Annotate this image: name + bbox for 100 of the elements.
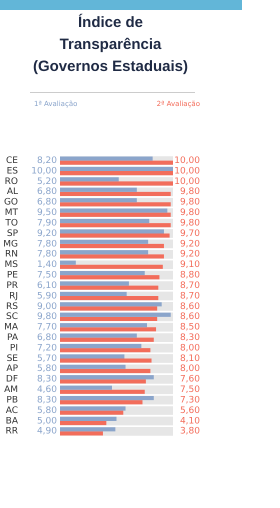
bar (60, 379, 146, 384)
bar (60, 400, 142, 404)
data-label: 7,80 (36, 250, 58, 260)
data-label: 8,00 (180, 364, 200, 374)
bar (60, 431, 103, 436)
data-label: 8,70 (180, 280, 200, 291)
bar (60, 364, 126, 369)
bar (60, 420, 106, 426)
data-label: 10,00 (31, 166, 58, 176)
data-label: 8,60 (180, 312, 200, 322)
data-label: 9,10 (180, 260, 200, 270)
data-label: 6,80 (36, 187, 58, 198)
data-label: 10,00 (174, 176, 200, 187)
data-label: 9,80 (180, 187, 200, 198)
data-label: 6,10 (36, 280, 58, 291)
data-label: 9,70 (180, 228, 200, 239)
y-tick-label: RJ (9, 291, 18, 302)
data-label: 5,80 (36, 364, 58, 374)
y-tick-label: RN (5, 250, 18, 260)
bar (60, 271, 145, 276)
data-label: 4,90 (36, 426, 58, 437)
y-tick-label: AP (6, 364, 19, 374)
y-tick-label: RS (6, 302, 18, 312)
data-label: 8,10 (180, 354, 200, 364)
bar (60, 390, 145, 394)
data-label: 5,00 (36, 416, 58, 426)
data-label: 5,60 (180, 406, 200, 416)
data-label: 7,80 (36, 239, 58, 250)
y-tick-label: ES (6, 166, 18, 176)
data-label: 8,50 (180, 322, 200, 333)
data-label: 9,80 (36, 312, 58, 322)
bar (60, 281, 129, 286)
data-label: 7,60 (180, 374, 200, 385)
bar (60, 260, 76, 265)
data-label: 7,20 (36, 343, 58, 354)
data-label: 9,50 (36, 208, 58, 218)
data-label: 8,60 (180, 302, 200, 312)
y-tick-label: GO (4, 198, 18, 208)
data-label: 1,40 (36, 260, 58, 270)
y-tick-label: PA (6, 333, 19, 344)
bar (60, 292, 127, 296)
data-label: 5,90 (36, 291, 58, 302)
data-label: 9,00 (36, 302, 58, 312)
y-tick-label: MG (3, 239, 18, 250)
data-label: 6,80 (36, 198, 58, 208)
y-tick-label: DF (6, 374, 18, 385)
data-label: 8,70 (180, 291, 200, 302)
data-label: 3,80 (180, 426, 200, 437)
data-label: 7,70 (36, 322, 58, 333)
y-tick-label: PE (6, 270, 18, 281)
data-label: 7,50 (180, 385, 200, 396)
data-label: 5,80 (36, 406, 58, 416)
y-tick-label: PB (6, 395, 18, 406)
data-label: 10,00 (174, 156, 200, 166)
y-tick-label: RR (5, 426, 18, 437)
bar (60, 344, 142, 348)
data-label: 8,30 (36, 395, 58, 406)
data-label: 8,00 (180, 343, 200, 354)
bar (60, 410, 124, 415)
y-tick-label: SP (6, 228, 19, 239)
y-tick-label: PI (10, 343, 18, 354)
y-tick-label: BA (6, 416, 19, 426)
y-tick-label: AM (4, 385, 18, 396)
data-label: 4,10 (180, 416, 200, 426)
bar (60, 198, 137, 202)
y-tick-label: PR (6, 280, 18, 291)
data-label: 5,70 (36, 354, 58, 364)
data-label: 7,30 (180, 395, 200, 406)
data-label: 10,00 (174, 166, 200, 176)
y-tick-label: MA (4, 322, 19, 333)
bar (60, 427, 116, 432)
data-label: 8,80 (180, 270, 200, 281)
data-label: 5,20 (36, 176, 58, 187)
data-label: 9,20 (180, 239, 200, 250)
y-tick-label: AC (6, 406, 18, 416)
bar (60, 354, 124, 358)
y-tick-label: MS (4, 260, 18, 270)
data-label: 8,30 (36, 374, 58, 385)
data-label: 8,30 (180, 333, 200, 344)
data-label: 7,50 (36, 270, 58, 281)
y-tick-label: SC (6, 312, 18, 322)
data-label: 7,90 (36, 218, 58, 228)
data-label: 8,20 (36, 156, 58, 166)
y-tick-label: AL (6, 187, 18, 198)
data-label: 6,80 (36, 333, 58, 344)
y-tick-label: SE (6, 354, 18, 364)
y-tick-label: CE (6, 156, 18, 166)
bar (60, 406, 126, 411)
data-label: 9,80 (180, 218, 200, 228)
data-label: 9,80 (180, 208, 200, 218)
data-label: 9,20 (36, 228, 58, 239)
y-tick-label: TO (4, 218, 18, 228)
y-tick-label: MT (4, 208, 18, 218)
bar (60, 386, 112, 390)
y-tick-label: RO (4, 176, 18, 187)
chart-title: Índice de Transparência (Governos Estaduais) (32, 12, 190, 77)
data-label: 4,60 (36, 385, 58, 396)
data-label: 9,20 (180, 250, 200, 260)
bar (60, 177, 119, 182)
data-label: 9,80 (180, 198, 200, 208)
